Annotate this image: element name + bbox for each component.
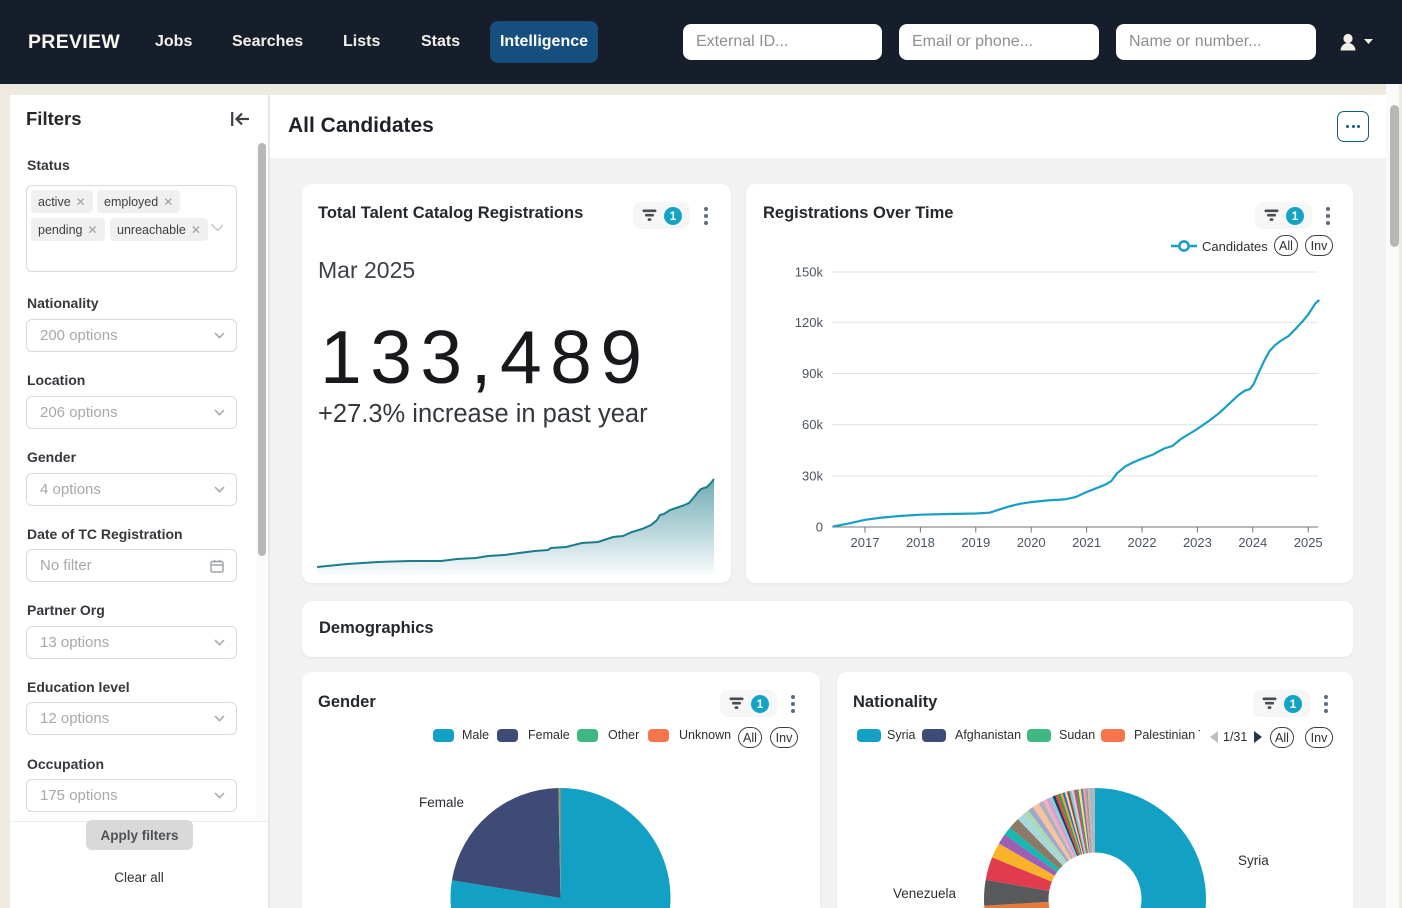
svg-text:2019: 2019 xyxy=(961,535,990,550)
svg-text:2022: 2022 xyxy=(1128,535,1157,550)
svg-text:30k: 30k xyxy=(802,469,823,484)
svg-text:2025: 2025 xyxy=(1294,535,1323,550)
svg-text:2024: 2024 xyxy=(1238,535,1267,550)
svg-text:0: 0 xyxy=(816,520,823,535)
svg-text:2018: 2018 xyxy=(906,535,935,550)
svg-text:120k: 120k xyxy=(795,315,823,330)
svg-text:2021: 2021 xyxy=(1072,535,1101,550)
svg-text:90k: 90k xyxy=(802,366,823,381)
svg-text:2017: 2017 xyxy=(851,535,880,550)
svg-text:2020: 2020 xyxy=(1017,535,1046,550)
svg-text:60k: 60k xyxy=(802,417,823,432)
svg-text:150k: 150k xyxy=(795,265,823,280)
svg-text:2023: 2023 xyxy=(1183,535,1212,550)
